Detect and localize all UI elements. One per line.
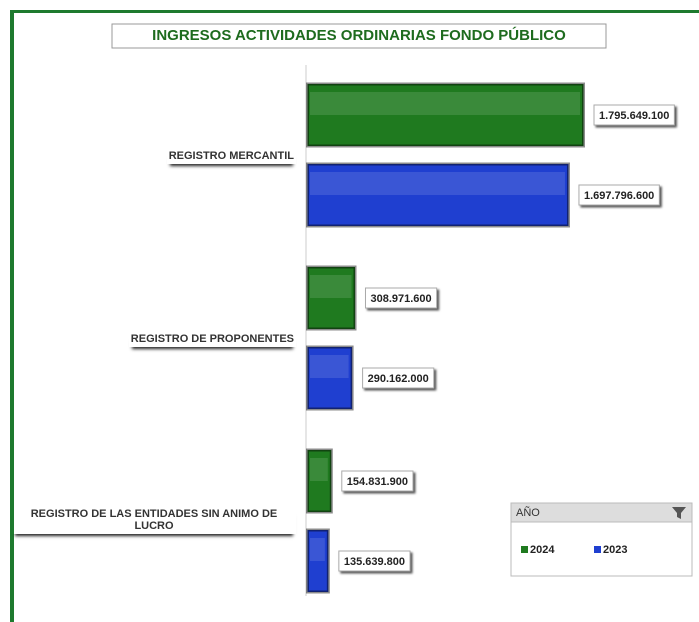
value-label: 154.831.900 [347,476,408,488]
category-label: REGISTRO MERCANTIL [168,150,294,162]
category-label: REGISTRO DE LAS ENTIDADES SIN ANIMO DE L… [12,508,296,534]
frame-left [10,10,14,622]
category-label-wrap: REGISTRO MERCANTIL [0,146,296,164]
bar [306,162,570,228]
bar-sheen [310,355,349,378]
bar-sheen [310,538,325,561]
chart-title: INGRESOS ACTIVIDADES ORDINARIAS FONDO PÚ… [152,26,566,44]
legend-label: 2023 [603,544,627,556]
value-label: 290.162.000 [368,373,429,385]
bar [306,528,330,594]
value-label-box [593,104,675,126]
value-label-box [341,470,414,492]
value-label: 1.697.796.600 [584,190,654,202]
legend-header [510,502,693,523]
category-label: REGISTRO DE PROPONENTES [130,333,294,345]
value-label-box [364,287,438,309]
bar-sheen [310,458,328,481]
category-label-wrap: REGISTRO DE LAS ENTIDADES SIN ANIMO DE L… [0,508,296,534]
bar [306,448,333,514]
frame-top [10,10,699,13]
legend-title: AÑO [516,506,540,519]
value-label-box [338,550,411,572]
title-box [111,23,607,49]
value-label: 308.971.600 [370,293,431,305]
legend-swatch [594,546,601,553]
filter-icon[interactable] [672,507,686,519]
legend-label: 2024 [530,544,555,556]
category-label-wrap: REGISTRO DE PROPONENTES [0,329,296,347]
bar [306,82,585,148]
value-label-box [578,184,660,206]
bar [306,265,357,331]
bar [306,345,354,411]
value-label: 135.639.800 [344,556,405,568]
value-label: 1.795.649.100 [599,110,669,122]
legend-swatch [521,546,528,553]
bar-sheen [310,172,565,195]
bar-sheen [310,92,580,115]
bar-sheen [310,275,352,298]
value-label-box [362,367,435,389]
